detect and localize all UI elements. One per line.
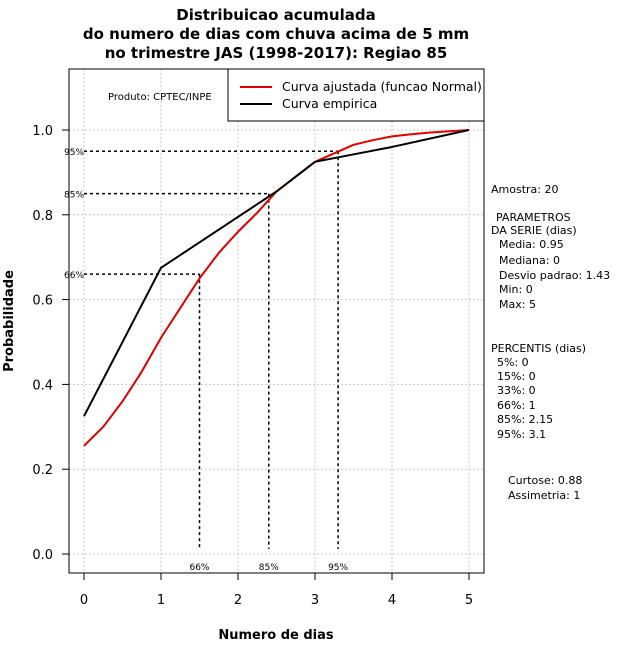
stat-params-header-1: PARAMETROS (496, 211, 571, 224)
y-tick-label-5: 1.0 (32, 124, 53, 139)
percentile-guides: 66% 66% 85% 85% 95% 95% (64, 148, 349, 573)
x-axis-label: Numero de dias (218, 628, 334, 643)
percentile-label-left-0: 66% (64, 271, 84, 281)
legend-empirical-label: Curva empirica (282, 96, 377, 111)
stat-max: Max: 5 (499, 298, 536, 311)
stat-assimetria: Assimetria: 1 (508, 489, 580, 502)
stat-curtose: Curtose: 0.88 (508, 474, 582, 487)
percentile-label-left-1: 85% (64, 191, 84, 201)
stat-desvio: Desvio padrao: 1.43 (499, 269, 610, 282)
y-axis-label: Probabilidade (2, 270, 17, 372)
series-lines (84, 130, 469, 446)
x-tick-label-2: 2 (234, 593, 242, 608)
product-label: Produto: CPTEC/INPE (108, 92, 212, 103)
y-tick-label-2: 0.4 (32, 378, 53, 393)
series-line-fitted (84, 130, 469, 446)
x-tick-label-3: 3 (311, 593, 319, 608)
plot-frame (69, 69, 484, 573)
grid-lines (69, 69, 484, 573)
stat-p15: 15%: 0 (497, 370, 536, 383)
stat-p85: 85%: 2.15 (497, 413, 553, 426)
x-tick-label-5: 5 (465, 593, 473, 608)
legend-fitted-label: Curva ajustada (funcao Normal) (282, 79, 482, 94)
percentile-label-bottom-1: 85% (259, 563, 279, 573)
y-tick-label-4: 0.8 (32, 209, 53, 224)
legend: Curva ajustada (funcao Normal) Curva emp… (228, 69, 484, 121)
axes: 0 1 2 3 4 5 0.0 0.2 0.4 0.6 0.8 1.0 (32, 124, 473, 608)
stat-percentis-header: PERCENTIS (dias) (491, 342, 586, 355)
stat-params-header-2: DA SERIE (dias) (491, 224, 577, 237)
legend-box (228, 69, 484, 121)
stat-p66: 66%: 1 (497, 399, 536, 412)
stat-mediana: Mediana: 0 (499, 254, 560, 267)
stat-sample: Amostra: 20 (491, 183, 558, 196)
percentile-label-bottom-0: 66% (189, 563, 209, 573)
x-tick-label-0: 0 (80, 593, 88, 608)
stat-min: Min: 0 (499, 283, 533, 296)
x-tick-label-4: 4 (388, 593, 396, 608)
stat-media: Media: 0.95 (499, 238, 564, 251)
percentile-label-bottom-2: 95% (328, 563, 348, 573)
cumulative-distribution-chart: 66% 66% 85% 85% 95% 95% 0 1 2 3 4 5 0.0 0.2 0.4 0.6 0.8… (0, 0, 640, 660)
x-tick-label-1: 1 (157, 593, 165, 608)
y-tick-label-0: 0.0 (32, 548, 53, 563)
stat-p33: 33%: 0 (497, 384, 536, 397)
stat-p5: 5%: 0 (497, 356, 529, 369)
y-tick-label-1: 0.2 (32, 463, 53, 478)
y-tick-label-3: 0.6 (32, 294, 53, 309)
stat-p95: 95%: 3.1 (497, 428, 546, 441)
percentile-label-left-2: 95% (64, 148, 84, 158)
